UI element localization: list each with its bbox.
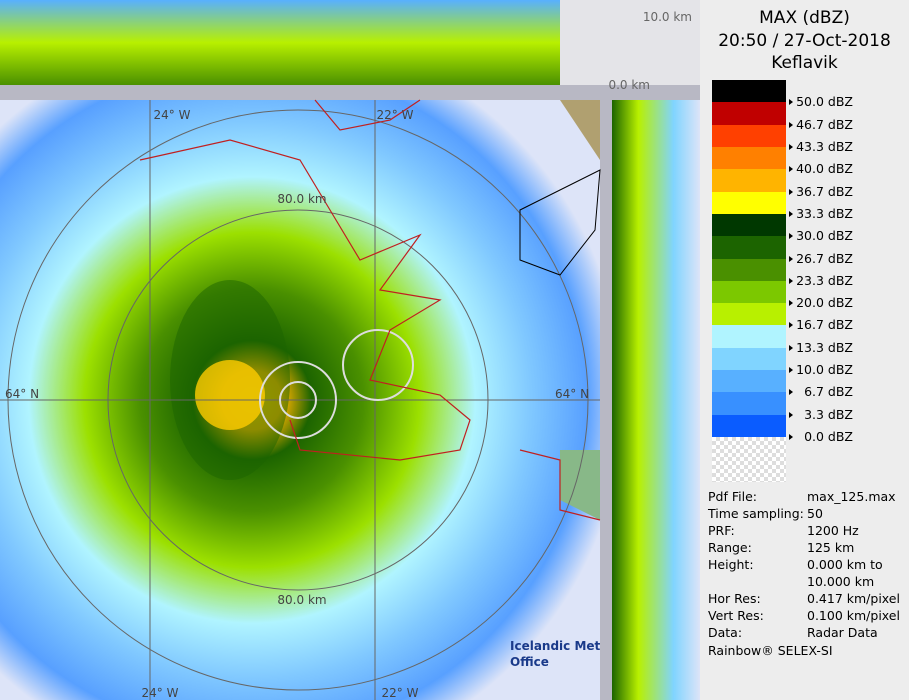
legend-tick	[789, 277, 793, 284]
legend-swatch	[712, 258, 786, 282]
legend-tick	[789, 99, 793, 106]
legend-label: 33.3 dBZ	[796, 205, 853, 221]
lon-label: 22° W	[377, 108, 414, 122]
info-label: Vert Res:	[708, 608, 764, 623]
legend-tick	[789, 188, 793, 195]
logo: Office	[510, 655, 549, 669]
info-value: 0.000 km to	[807, 557, 883, 572]
legend-swatch	[712, 169, 786, 193]
legend-label: 40.0 dBZ	[796, 161, 853, 177]
legend-label: 0.0 dBZ	[804, 429, 853, 444]
legend-tick	[789, 255, 793, 262]
legend-tick	[789, 121, 793, 128]
lat-label: 64° N	[555, 387, 589, 401]
legend-tick	[789, 367, 793, 374]
info-label: Time sampling:	[708, 506, 804, 521]
legend-label: 46.7 dBZ	[796, 116, 853, 132]
nodata-swatch	[712, 437, 786, 482]
legend-tick	[789, 300, 793, 307]
legend-tick	[789, 322, 793, 329]
info-value: 10.000 km	[807, 574, 875, 589]
legend-tick	[789, 233, 793, 240]
info-value: 1200 Hz	[807, 523, 859, 538]
legend-tick	[789, 411, 793, 418]
legend-swatch	[712, 392, 786, 416]
legend-swatch	[712, 124, 786, 148]
legend-swatch	[712, 236, 786, 259]
lon-label: 24° W	[142, 686, 179, 700]
legend-swatch	[712, 213, 786, 237]
legend-tick	[789, 210, 793, 217]
info-value: 0.417 km/pixel	[807, 591, 900, 606]
info-label: PRF:	[708, 523, 735, 538]
info-label: Height:	[708, 557, 754, 572]
legend-label: 13.3 dBZ	[796, 339, 853, 355]
info-value: 0.100 km/pixel	[807, 608, 900, 623]
legend-tick	[789, 434, 793, 440]
legend-swatch	[712, 102, 786, 126]
time: 20:50 / 27-Oct-2018	[718, 31, 891, 51]
lon-label: 24° W	[154, 108, 191, 122]
legend-label: 43.3 dBZ	[796, 138, 853, 154]
logo: Icelandic Met	[510, 639, 601, 653]
ring-label: 80.0 km	[277, 192, 326, 206]
info-value: Radar Data	[807, 625, 878, 640]
legend-swatch	[712, 303, 786, 326]
info-label: Hor Res:	[708, 591, 761, 606]
lat-label: 64° N	[5, 387, 39, 401]
legend-swatch	[712, 80, 786, 103]
legend-swatch	[712, 325, 786, 349]
info-label: Data:	[708, 625, 743, 640]
info-label: Pdf File:	[708, 489, 757, 504]
info-label: Range:	[708, 540, 752, 555]
legend-swatch	[712, 370, 786, 393]
ring-label: 80.0 km	[277, 593, 326, 607]
legend-swatch	[712, 146, 786, 170]
height-label: 10.0 km	[643, 10, 692, 24]
legend-swatch	[712, 347, 786, 371]
legend-label: 36.7 dBZ	[796, 183, 853, 199]
legend-tick	[789, 166, 793, 173]
legend-tick	[789, 389, 793, 396]
site: Keflavik	[771, 53, 838, 73]
info-value: 125 km	[807, 540, 855, 555]
legend-label: 20.0 dBZ	[796, 295, 853, 311]
legend-swatch	[712, 280, 786, 304]
legend-label: 3.3 dBZ	[804, 406, 853, 422]
height-label: 0.0 km	[608, 78, 650, 92]
legend-tick	[789, 344, 793, 351]
info-value: 50	[807, 506, 823, 521]
legend-label: 6.7 dBZ	[804, 384, 853, 400]
legend-tick	[789, 143, 793, 150]
legend-label: 10.0 dBZ	[796, 362, 853, 378]
lon-label: 22° W	[382, 686, 419, 700]
info-panel: MAX (dBZ) 20:50 / 27-Oct-2018 Keflavik 5…	[700, 0, 909, 700]
info-value: max_125.max	[807, 489, 896, 504]
legend-swatch	[712, 414, 786, 438]
legend-label: 16.7 dBZ	[796, 317, 853, 333]
legend-label: 50.0 dBZ	[796, 94, 853, 110]
legend-label: 30.0 dBZ	[796, 228, 853, 244]
legend-label: 23.3 dBZ	[796, 272, 853, 288]
footer: Rainbow® SELEX-SI	[708, 643, 833, 658]
radar-map: 24° W 22° W 24° W 22° W 64° N 64° N 80.0 km 80.…	[0, 0, 700, 700]
legend-swatch	[712, 191, 786, 215]
title: MAX (dBZ)	[759, 8, 850, 28]
legend-label: 26.7 dBZ	[796, 250, 853, 266]
